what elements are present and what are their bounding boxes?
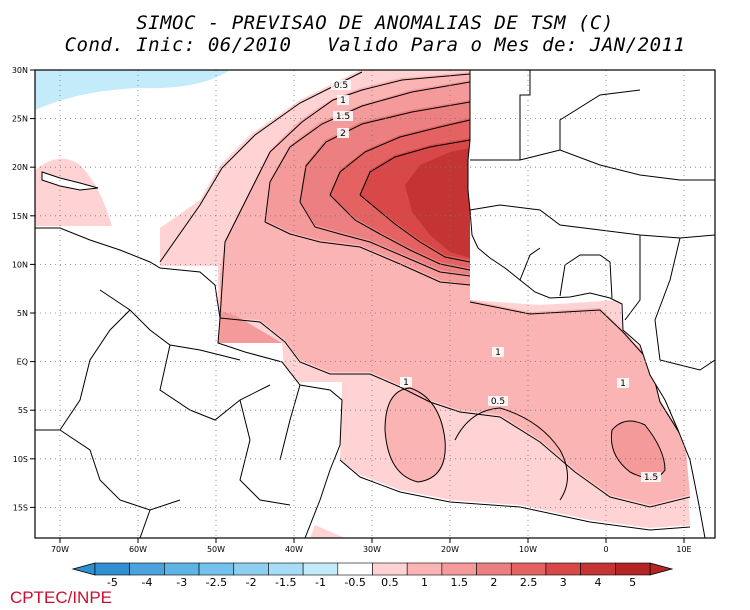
lat-label: 5S bbox=[18, 406, 28, 415]
lon-label: 30W bbox=[363, 545, 381, 554]
lat-label: 15N bbox=[12, 212, 28, 221]
colorbar-label: -1 bbox=[315, 576, 326, 589]
colorbar-label: 5 bbox=[629, 576, 636, 589]
colorbar-arrow-left bbox=[71, 562, 96, 576]
contour-label: 0.5 bbox=[491, 397, 505, 407]
contour-label: 1.5 bbox=[644, 473, 658, 483]
colorbar-label: -1.5 bbox=[275, 576, 296, 589]
colorbar-swatch bbox=[372, 562, 408, 576]
contour-label: 2 bbox=[340, 129, 346, 139]
colorbar-swatch bbox=[302, 562, 339, 576]
colorbar-swatch bbox=[94, 562, 130, 576]
land-masses bbox=[35, 70, 715, 538]
anomaly-region-1-5-gulf bbox=[611, 421, 665, 479]
lat-label: 20N bbox=[12, 163, 28, 172]
lat-label: 30N bbox=[12, 66, 28, 75]
contour-label: 1.5 bbox=[336, 112, 350, 122]
grid-lines bbox=[35, 70, 715, 538]
lon-label: 10E bbox=[676, 545, 691, 554]
colorbar-swatch bbox=[164, 562, 200, 576]
lat-label: 5N bbox=[17, 309, 28, 318]
colorbar-swatch bbox=[615, 562, 651, 576]
colorbar-swatch bbox=[129, 562, 165, 576]
colorbar-label: -2.5 bbox=[206, 576, 227, 589]
colorbar-label: 1 bbox=[421, 576, 428, 589]
land-caribbean bbox=[41, 171, 99, 191]
colorbar-label: -4 bbox=[142, 576, 153, 589]
colorbar-swatch bbox=[476, 562, 512, 576]
colorbar-label: -5 bbox=[107, 576, 118, 589]
colorbar-label: 2.5 bbox=[520, 576, 538, 589]
land-south-america bbox=[35, 227, 343, 538]
tick-marks bbox=[30, 69, 685, 543]
colorbar-label: -3 bbox=[176, 576, 187, 589]
lat-label: 10S bbox=[13, 455, 28, 464]
latitude-labels: 30N 25N 20N 15N 10N 5N EQ 5S 10S 15S bbox=[12, 66, 28, 512]
colorbar-swatch bbox=[337, 562, 373, 576]
lon-label: 60W bbox=[129, 545, 147, 554]
colorbar-swatch bbox=[198, 562, 235, 576]
colorbar-swatch bbox=[510, 562, 547, 576]
lat-label: EQ bbox=[17, 358, 28, 367]
lat-label: 25N bbox=[12, 115, 28, 124]
colorbar-swatch bbox=[233, 562, 269, 576]
colorbar-label: 2 bbox=[490, 576, 497, 589]
colorbar-label: 4 bbox=[594, 576, 601, 589]
lon-label: 70W bbox=[51, 545, 69, 554]
credit-label: CPTEC/INPE bbox=[10, 588, 113, 607]
lon-label: 40W bbox=[285, 545, 303, 554]
colorbar-swatch bbox=[580, 562, 616, 576]
colorbar-swatches bbox=[71, 562, 674, 576]
anomaly-region-1-5-west bbox=[218, 310, 282, 343]
map-frame bbox=[34, 69, 716, 539]
colorbar-swatch bbox=[441, 562, 477, 576]
colorbar-swatch bbox=[545, 562, 581, 576]
contour-label: 0.5 bbox=[334, 81, 348, 91]
lon-label: 20W bbox=[441, 545, 459, 554]
anomaly-fields bbox=[35, 70, 715, 538]
colorbar-label: 1.5 bbox=[450, 576, 468, 589]
colorbar-label: -2 bbox=[246, 576, 257, 589]
map-subtitle: Cond. Inic: 06/2010 Valido Para o Mes de… bbox=[64, 34, 686, 56]
negative-anomaly-region bbox=[35, 70, 230, 110]
colorbar-label: -0.5 bbox=[344, 576, 365, 589]
colorbar-labels: -5 -4 -3 -2.5 -2 -1.5 -1 -0.5 0.5 1 1.5 2 2.5 3 4 5 bbox=[107, 576, 636, 589]
land-west-africa bbox=[467, 70, 715, 538]
contour-label: 1 bbox=[340, 96, 346, 106]
colorbar-swatch bbox=[406, 562, 443, 576]
colorbar-label: 3 bbox=[560, 576, 567, 589]
lon-label: 0 bbox=[603, 545, 608, 554]
anomaly-region-caribbean bbox=[35, 158, 112, 226]
contour-label: 1 bbox=[495, 348, 501, 358]
anomaly-region-4 bbox=[405, 148, 470, 258]
colorbar: -5 -4 -3 -2.5 -2 -1.5 -1 -0.5 0.5 1 1.5 2 2.5 3 4 5 bbox=[71, 562, 674, 589]
lat-label: 15S bbox=[13, 503, 28, 512]
contour-value-labels: 0.5 1 1.5 2 1 1 0.5 1 1.5 bbox=[331, 80, 661, 483]
colorbar-label: 0.5 bbox=[381, 576, 399, 589]
contour-label: 1 bbox=[620, 379, 626, 389]
lon-label: 50W bbox=[207, 545, 225, 554]
anomaly-region-south-strip bbox=[310, 525, 345, 538]
lat-label: 10N bbox=[12, 260, 28, 269]
colorbar-swatch bbox=[268, 562, 304, 576]
colorbar-arrow-right bbox=[649, 562, 674, 576]
longitude-labels: 70W 60W 50W 40W 30W 20W 10W 0 10E bbox=[51, 545, 692, 554]
contour-label: 1 bbox=[403, 378, 409, 388]
lon-label: 10W bbox=[519, 545, 537, 554]
map-title: SIMOC - PREVISAO DE ANOMALIAS DE TSM (C) bbox=[136, 12, 614, 34]
